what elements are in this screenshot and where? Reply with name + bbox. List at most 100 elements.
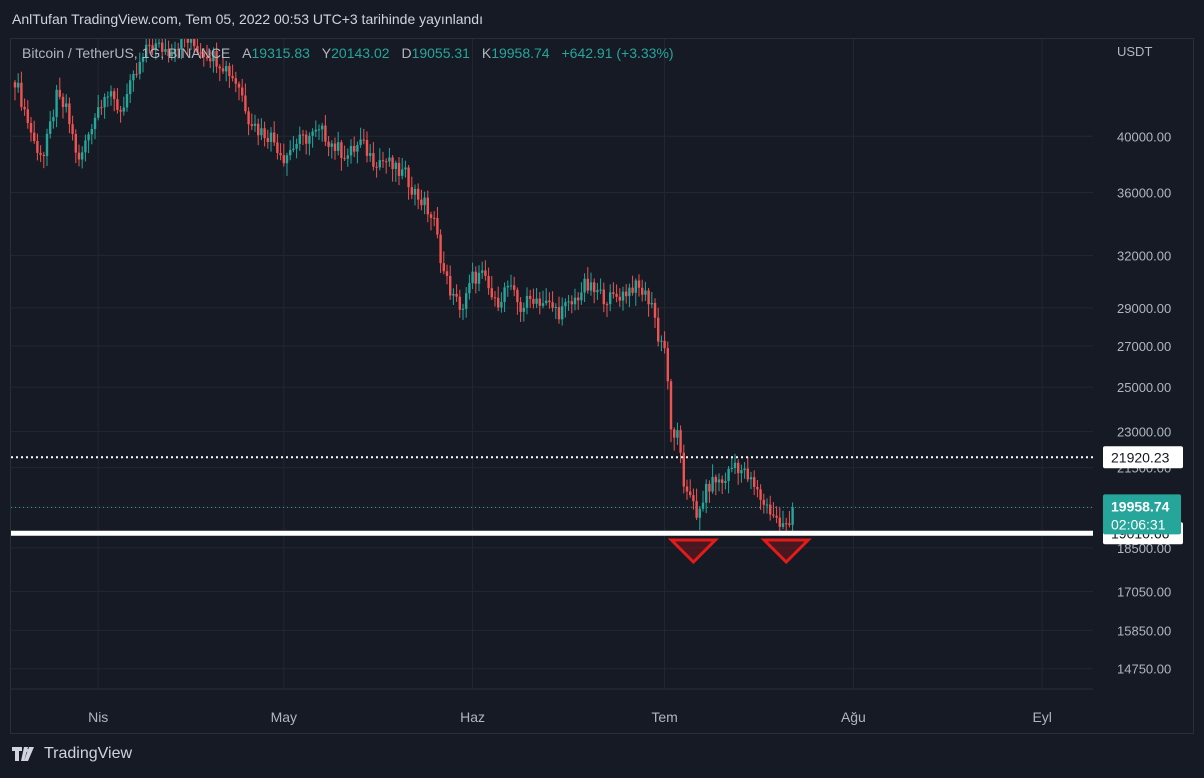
candle[interactable] — [673, 427, 676, 451]
candle[interactable] — [196, 39, 199, 55]
candle[interactable] — [689, 479, 692, 498]
candle[interactable] — [423, 191, 426, 215]
candle[interactable] — [215, 42, 218, 74]
candle[interactable] — [103, 93, 106, 119]
candle[interactable] — [529, 289, 532, 308]
candle[interactable] — [65, 94, 68, 113]
candle[interactable] — [449, 265, 452, 300]
candle[interactable] — [189, 39, 193, 51]
candle[interactable] — [737, 459, 740, 485]
candle[interactable] — [724, 472, 727, 490]
candle[interactable] — [378, 148, 381, 171]
candle[interactable] — [109, 85, 113, 106]
candle[interactable] — [621, 286, 625, 311]
candle[interactable] — [647, 287, 650, 317]
candle[interactable] — [535, 287, 538, 309]
candle[interactable] — [225, 60, 228, 82]
candle[interactable] — [509, 274, 513, 291]
candle[interactable] — [247, 107, 250, 136]
candle[interactable] — [250, 113, 253, 131]
candle[interactable] — [202, 48, 205, 67]
candle[interactable] — [522, 302, 525, 322]
candle[interactable] — [743, 462, 746, 479]
candle[interactable] — [445, 264, 449, 285]
candle[interactable] — [209, 50, 212, 68]
candle[interactable] — [548, 292, 551, 309]
candle[interactable] — [663, 331, 666, 354]
candle[interactable] — [407, 164, 410, 200]
candle[interactable] — [465, 287, 468, 318]
candle[interactable] — [116, 88, 119, 114]
candle[interactable] — [433, 211, 436, 227]
candle[interactable] — [58, 77, 61, 100]
candle[interactable] — [589, 272, 593, 296]
candle[interactable] — [311, 128, 314, 148]
candle[interactable] — [631, 275, 634, 296]
chart-panel[interactable]: USDT 40000.00 36000.00 32000.00 29000.00 2700… — [10, 38, 1194, 734]
candle[interactable] — [154, 39, 157, 60]
candle[interactable] — [711, 464, 714, 494]
candle[interactable] — [26, 100, 29, 129]
candle[interactable] — [29, 117, 33, 142]
candle[interactable] — [721, 475, 724, 494]
candle[interactable] — [650, 291, 653, 309]
candle[interactable] — [436, 206, 439, 239]
candle[interactable] — [330, 140, 333, 159]
candle[interactable] — [365, 131, 369, 163]
candle[interactable] — [68, 97, 71, 134]
candle[interactable] — [506, 280, 509, 297]
candle[interactable] — [573, 288, 577, 311]
candle[interactable] — [746, 456, 749, 483]
candle[interactable] — [474, 266, 477, 294]
candle[interactable] — [391, 155, 394, 182]
candle[interactable] — [426, 190, 429, 223]
candle[interactable] — [705, 479, 708, 514]
candle[interactable] — [602, 282, 605, 313]
candle[interactable] — [593, 278, 596, 304]
candle[interactable] — [260, 118, 263, 141]
candle[interactable] — [644, 281, 647, 301]
candle[interactable] — [212, 47, 215, 73]
candle[interactable] — [692, 488, 695, 510]
candle[interactable] — [314, 120, 317, 138]
candle[interactable] — [612, 282, 615, 299]
candle[interactable] — [417, 183, 420, 210]
candle[interactable] — [199, 43, 202, 59]
candle[interactable] — [381, 151, 385, 168]
candle[interactable] — [257, 118, 260, 146]
candle[interactable] — [317, 124, 321, 140]
candle[interactable] — [36, 133, 39, 161]
candle[interactable] — [170, 43, 173, 61]
candle[interactable] — [349, 139, 353, 164]
candle[interactable] — [292, 136, 295, 153]
candle[interactable] — [343, 145, 346, 162]
candle[interactable] — [161, 39, 164, 57]
candle[interactable] — [305, 130, 308, 155]
candle[interactable] — [253, 114, 257, 132]
candle[interactable] — [762, 493, 765, 514]
candle[interactable] — [289, 140, 292, 161]
candle[interactable] — [759, 484, 762, 510]
candle[interactable] — [695, 488, 698, 520]
candle[interactable] — [609, 284, 612, 312]
candle[interactable] — [145, 39, 148, 63]
candle[interactable] — [276, 133, 279, 160]
candle[interactable] — [356, 141, 359, 164]
candle[interactable] — [324, 114, 327, 146]
candle[interactable] — [327, 136, 330, 157]
candle[interactable] — [618, 288, 621, 307]
candle[interactable] — [135, 62, 138, 78]
candle[interactable] — [657, 307, 660, 347]
candle[interactable] — [641, 279, 644, 302]
candle[interactable] — [577, 292, 580, 310]
candle[interactable] — [401, 157, 404, 180]
candle[interactable] — [580, 282, 583, 305]
candle[interactable] — [218, 64, 221, 82]
candle[interactable] — [429, 211, 433, 231]
candle[interactable] — [513, 276, 516, 297]
candle[interactable] — [634, 278, 637, 306]
candle[interactable] — [180, 39, 183, 60]
candle[interactable] — [221, 56, 225, 74]
candle[interactable] — [74, 129, 77, 164]
candle[interactable] — [749, 472, 753, 490]
